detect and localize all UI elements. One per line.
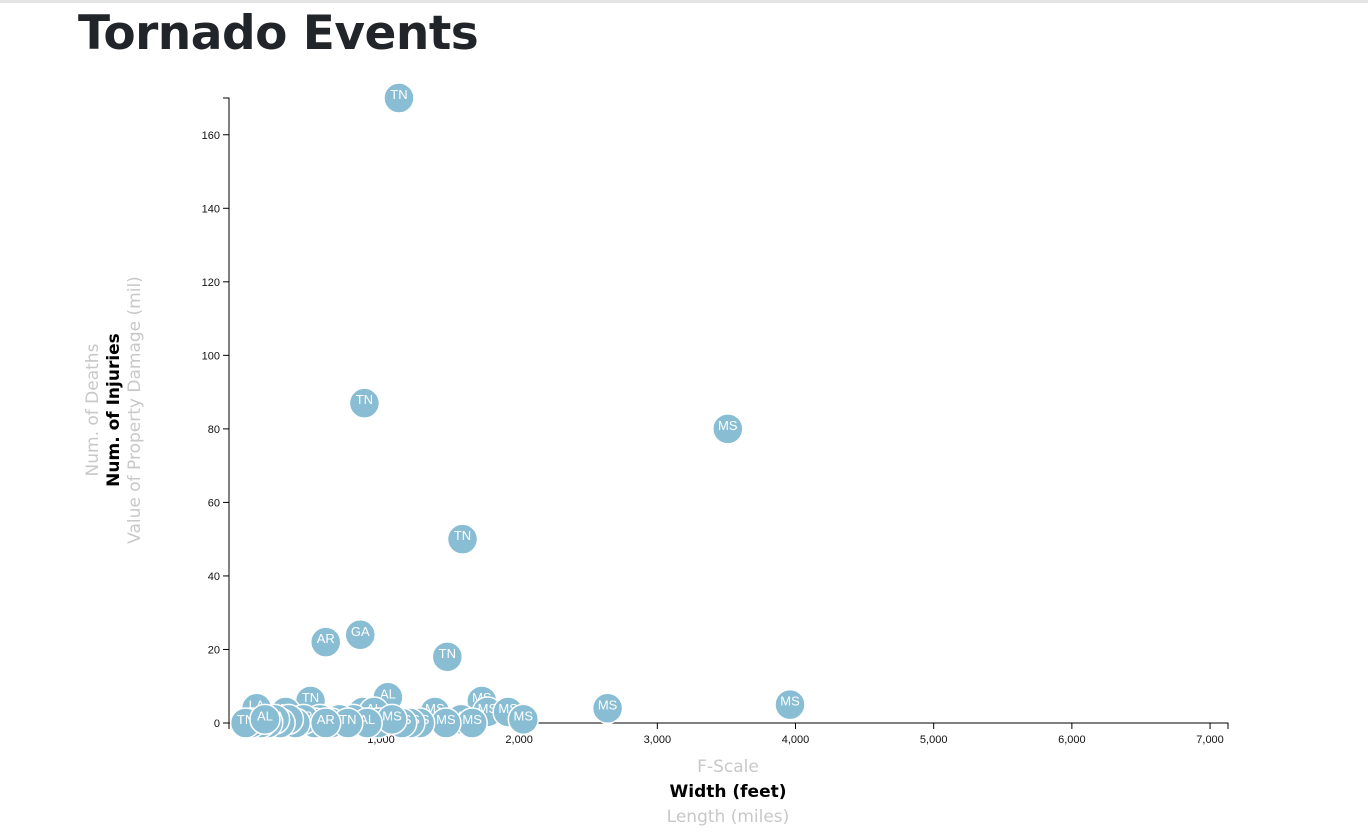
- x-label-width[interactable]: Width (feet): [669, 782, 786, 802]
- state-point[interactable]: AR: [309, 707, 342, 739]
- state-point[interactable]: TN: [446, 523, 479, 555]
- top-border: [0, 0, 1368, 3]
- x-tick-label: 7,000: [1196, 734, 1224, 746]
- y-tick-label: 40: [208, 571, 220, 583]
- state-marker[interactable]: [348, 387, 381, 419]
- y-tick-label: 20: [208, 644, 220, 656]
- state-marker[interactable]: [774, 688, 806, 721]
- state-point[interactable]: MS: [712, 413, 744, 445]
- state-point[interactable]: GA: [344, 619, 377, 651]
- state-point[interactable]: AL: [249, 703, 281, 736]
- state-marker[interactable]: [712, 413, 744, 445]
- state-marker[interactable]: [507, 703, 540, 736]
- x-tick-label: 2,000: [505, 734, 533, 746]
- state-point[interactable]: MS: [507, 703, 540, 736]
- state-point[interactable]: MS: [430, 707, 462, 739]
- y-axis: 0 20 40 60 80 100 120 140 160: [202, 97, 230, 730]
- x-label-length[interactable]: Length (miles): [667, 807, 790, 827]
- state-marker[interactable]: [431, 641, 464, 673]
- state-marker[interactable]: [309, 626, 342, 658]
- x-label-fscale[interactable]: F-Scale: [697, 757, 759, 777]
- state-point[interactable]: MS: [591, 692, 624, 725]
- state-marker[interactable]: [383, 82, 415, 114]
- y-tick-label: 0: [214, 718, 220, 730]
- state-point[interactable]: TN: [383, 82, 415, 114]
- state-point[interactable]: TN: [431, 641, 464, 673]
- x-tick-label: 6,000: [1058, 734, 1086, 746]
- y-tick-label: 160: [202, 130, 220, 142]
- state-marker[interactable]: [344, 619, 377, 651]
- y-axis-labels: Num. of Deaths Num. of Injuries Value of P…: [83, 276, 145, 544]
- y-tick-label: 120: [202, 277, 220, 289]
- x-axis-line: [228, 722, 1229, 729]
- y-label-deaths[interactable]: Num. of Deaths: [83, 343, 103, 476]
- points-layer: TNTNMSTNGAARTNALTNMSMSMSLAALMSMSMSMSALMS…: [229, 82, 806, 739]
- state-point[interactable]: TN: [348, 387, 381, 419]
- y-axis-line: [223, 97, 230, 724]
- x-tick-label: 5,000: [920, 734, 948, 746]
- y-tick-label: 140: [202, 203, 220, 215]
- state-point[interactable]: AR: [309, 626, 342, 658]
- x-tick-label: 4,000: [782, 734, 810, 746]
- page-title: Tornado Events: [78, 6, 479, 61]
- y-label-damage[interactable]: Value of Property Damage (mil): [125, 276, 145, 544]
- state-marker[interactable]: [446, 523, 479, 555]
- state-marker[interactable]: [591, 692, 624, 725]
- y-label-injuries[interactable]: Num. of Injuries: [104, 333, 124, 487]
- y-tick-label: 80: [208, 424, 220, 436]
- state-marker[interactable]: [309, 707, 342, 739]
- x-axis: 1,000 2,000 3,000 4,000 5,000 6,000 7,000: [228, 722, 1229, 746]
- state-marker[interactable]: [430, 707, 462, 739]
- state-marker[interactable]: [249, 703, 281, 736]
- state-marker[interactable]: [456, 707, 488, 739]
- y-tick-label: 100: [202, 350, 220, 362]
- state-point[interactable]: MS: [456, 707, 488, 739]
- x-axis-labels: F-Scale Width (feet) Length (miles): [667, 757, 790, 827]
- y-tick-label: 60: [208, 497, 220, 509]
- x-tick-label: 3,000: [644, 734, 672, 746]
- state-point[interactable]: MS: [774, 688, 806, 721]
